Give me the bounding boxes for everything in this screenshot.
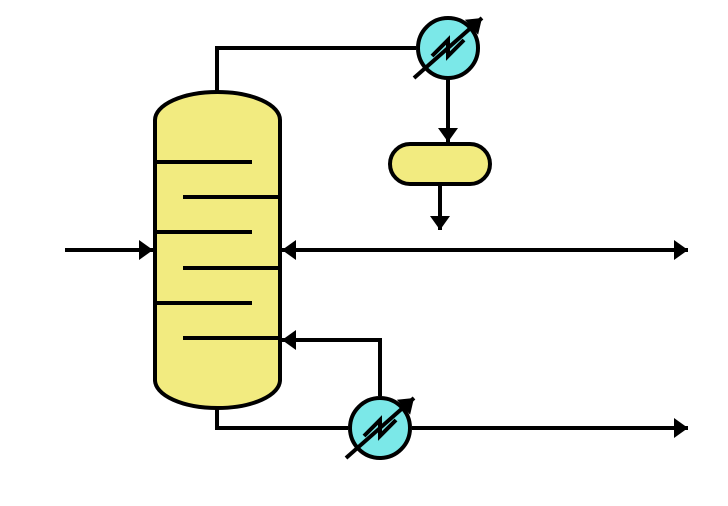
distillation-pfd: [0, 0, 728, 506]
boilup-line: [282, 340, 380, 396]
distillation-column: [155, 92, 280, 408]
reflux-drum: [390, 144, 490, 184]
bottoms-to-reboiler: [217, 408, 348, 428]
overhead-line: [217, 48, 416, 92]
